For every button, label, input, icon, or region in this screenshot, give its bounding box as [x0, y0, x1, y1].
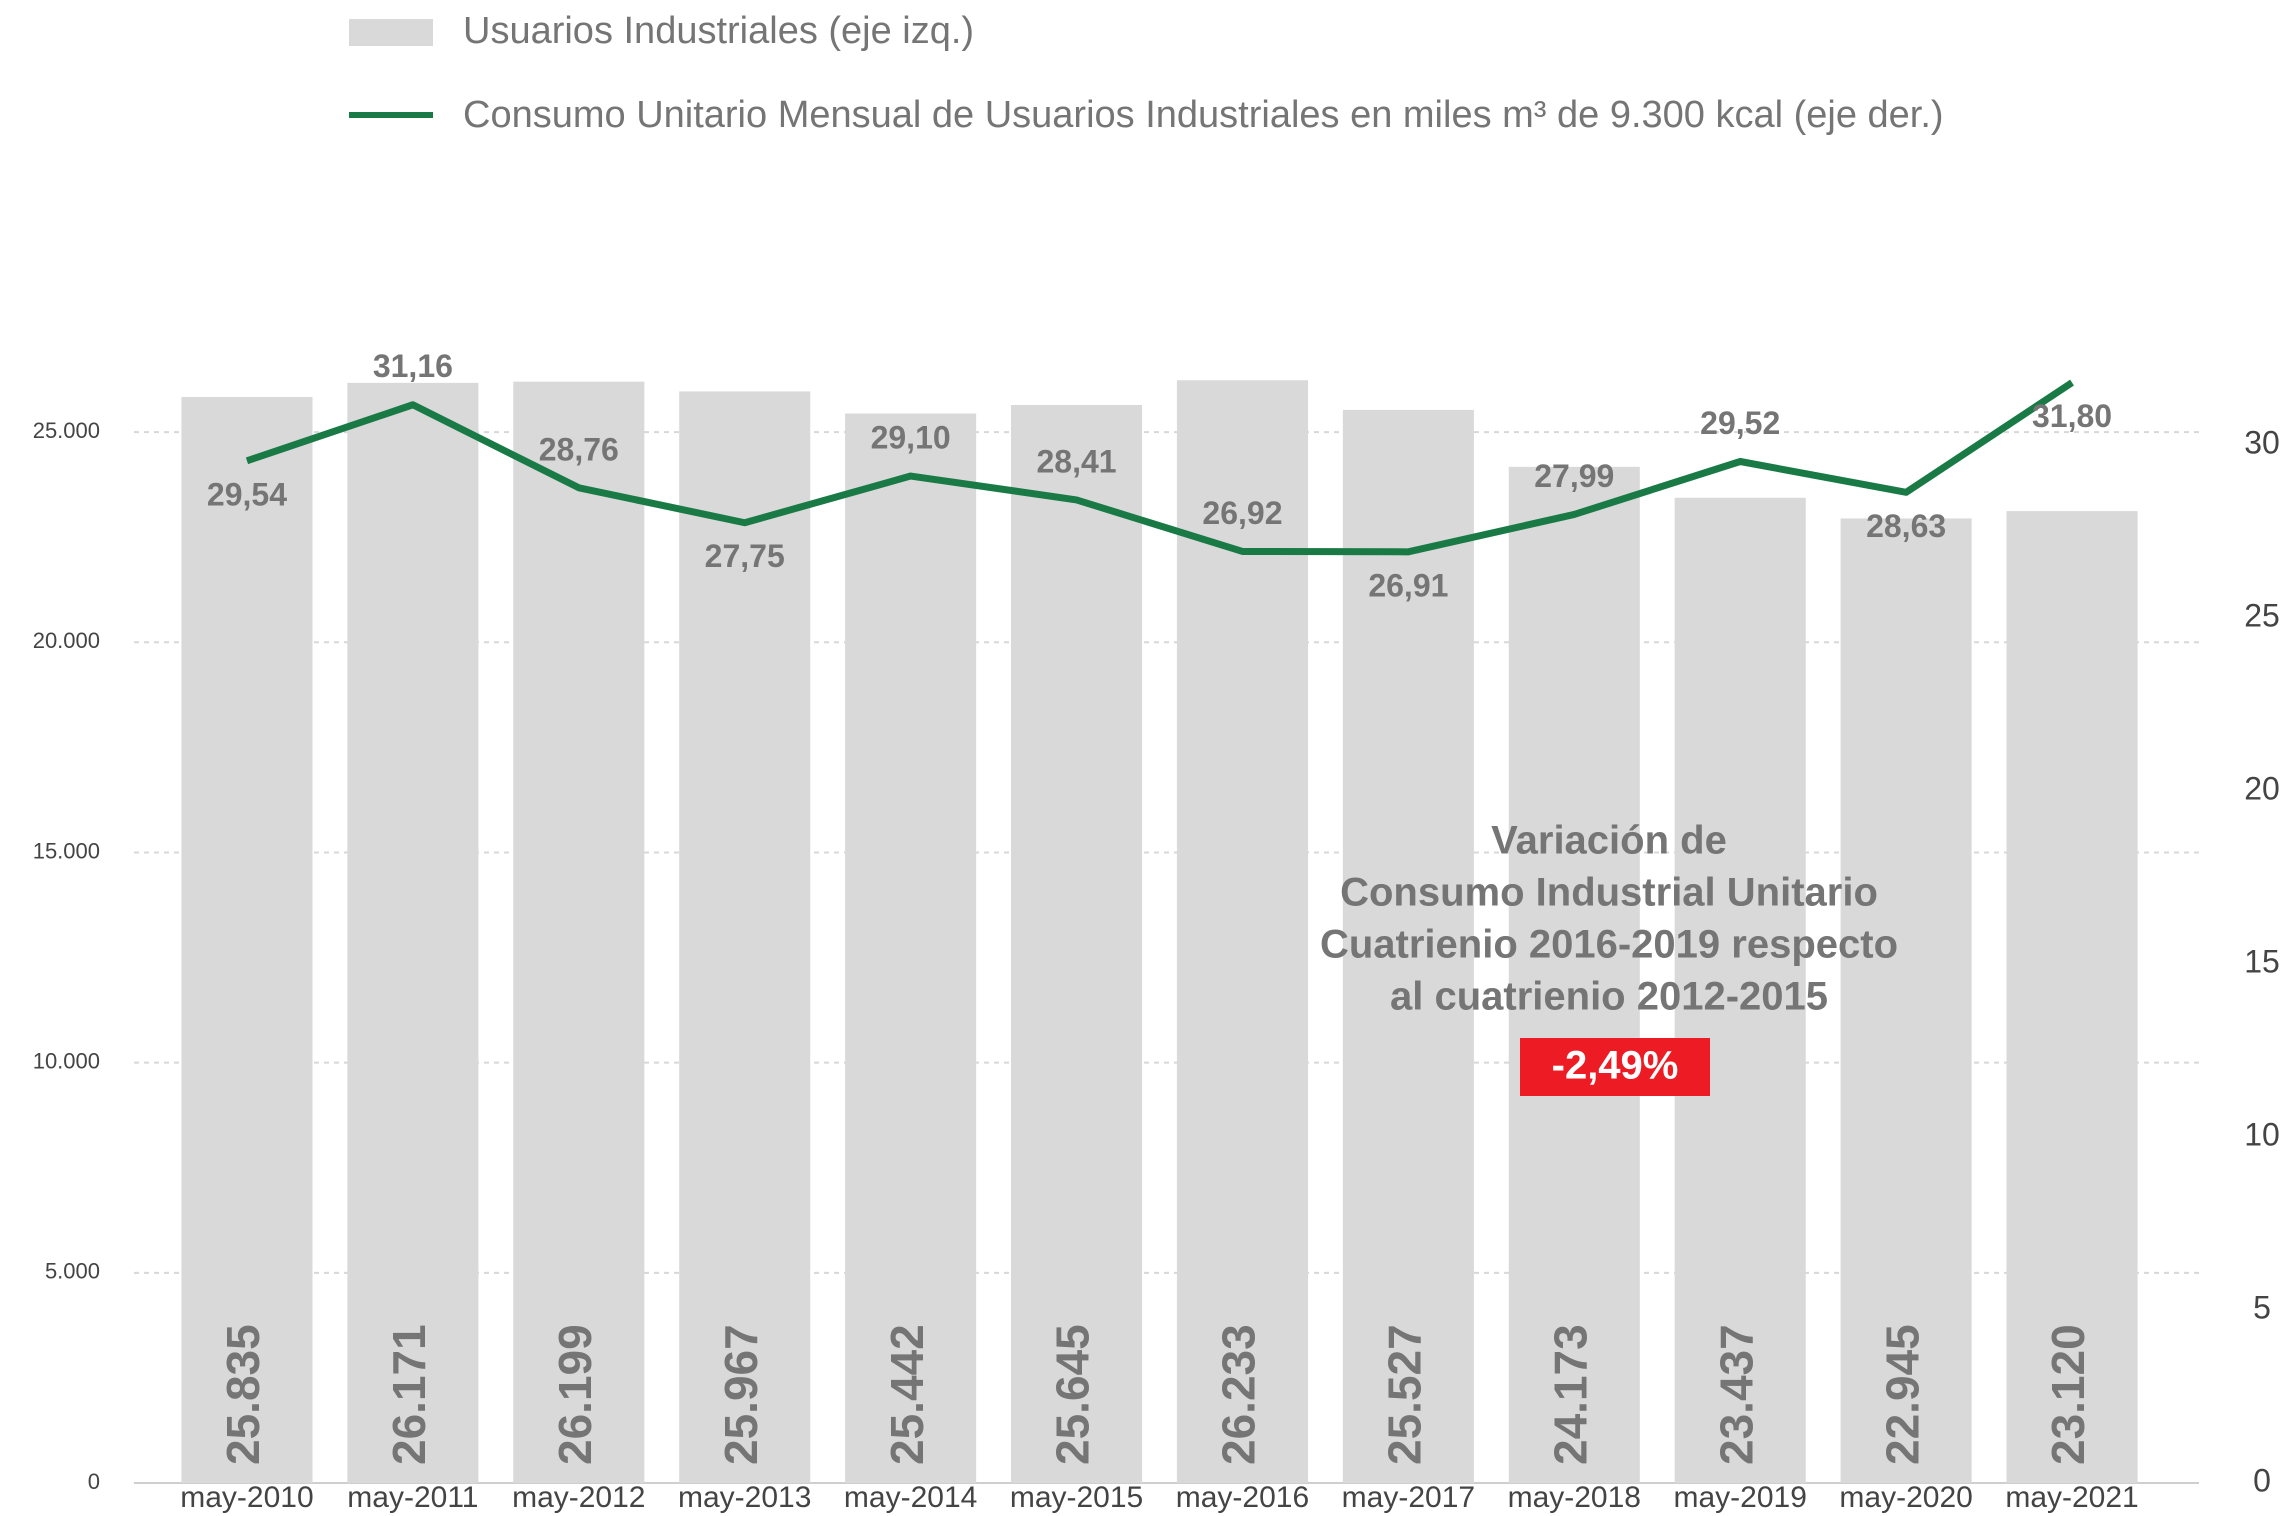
y-tick-label: 20.000: [33, 628, 100, 653]
line-value-label: 28,41: [1037, 443, 1117, 479]
x-tick-label: may-2013: [678, 1481, 811, 1514]
y2-tick-label: 25: [2244, 597, 2280, 633]
bar: [1342, 409, 1474, 1484]
x-tick-label: may-2019: [1674, 1481, 1807, 1514]
bar: [1508, 466, 1640, 1483]
line-value-label: 31,80: [2032, 398, 2112, 434]
y2-tick-label: 10: [2244, 1116, 2280, 1152]
bar-value-label: 26.199: [549, 1324, 601, 1465]
y2-tick-label: 20: [2244, 770, 2280, 806]
y-tick-label: 15.000: [33, 838, 100, 863]
x-tick-label: may-2010: [180, 1481, 313, 1514]
bar: [679, 391, 811, 1483]
bar: [347, 382, 479, 1484]
bar-value-label: 23.437: [1710, 1324, 1762, 1465]
y2-tick-label: 30: [2244, 424, 2280, 460]
x-tick-label: may-2021: [2005, 1481, 2138, 1514]
line-value-label: 26,91: [1368, 567, 1448, 603]
annotation-highlight: -2,49%: [1552, 1044, 1679, 1088]
bar-value-label: 25.835: [217, 1324, 269, 1465]
line-value-label: 29,54: [207, 476, 287, 512]
annotation-text: Cuatrienio 2016-2019 respecto: [1320, 923, 1898, 967]
line-value-label: 31,16: [373, 348, 453, 384]
bar: [845, 413, 977, 1484]
annotation-box: [1520, 1038, 1710, 1096]
y-tick-label: 5.000: [45, 1259, 100, 1284]
bar-value-label: 26.171: [383, 1324, 435, 1465]
bar: [1176, 380, 1308, 1483]
y-tick-label: 25.000: [33, 418, 100, 443]
bar-value-label: 23.120: [2042, 1324, 2094, 1465]
x-tick-label: may-2017: [1342, 1481, 1475, 1514]
legend-swatch: [349, 19, 433, 46]
line-value-label: 26,92: [1202, 495, 1282, 531]
y2-tick-label: 0: [2253, 1462, 2271, 1498]
bar: [1674, 497, 1806, 1483]
line-value-label: 29,10: [871, 419, 951, 455]
line: [245, 379, 2074, 556]
bar: [1840, 518, 1972, 1483]
bar: [181, 396, 313, 1483]
legend-label: Usuarios Industriales (eje izq.): [463, 10, 974, 52]
x-tick-label: may-2012: [512, 1481, 645, 1514]
bar-value-label: 22.945: [1876, 1324, 1928, 1465]
bar-value-label: 25.527: [1379, 1324, 1431, 1465]
bar: [513, 381, 645, 1484]
x-tick-label: may-2015: [1010, 1481, 1143, 1514]
y2-tick-label: 15: [2244, 943, 2280, 979]
line-value-label: 27,75: [705, 538, 785, 574]
bar-value-label: 25.967: [715, 1324, 767, 1465]
bar: [1011, 404, 1143, 1483]
x-tick-label: may-2020: [1839, 1481, 1972, 1514]
y-tick-label: 10.000: [33, 1048, 100, 1073]
x-tick-label: may-2011: [347, 1481, 478, 1514]
line-value-label: 29,52: [1700, 405, 1780, 441]
annotation-text: Variación de: [1491, 819, 1727, 863]
annotation-text: al cuatrienio 2012-2015: [1390, 975, 1828, 1019]
y2-tick-label: 5: [2253, 1289, 2271, 1325]
bar-value-label: 25.442: [881, 1324, 933, 1465]
legend-label: Consumo Unitario Mensual de Usuarios Ind…: [463, 94, 1944, 136]
line-value-label: 28,76: [539, 431, 619, 467]
bar: [2006, 511, 2138, 1483]
annotation-text: Consumo Industrial Unitario: [1340, 871, 1878, 915]
bar-value-label: 24.173: [1544, 1324, 1596, 1465]
line-value-label: 27,99: [1534, 458, 1614, 494]
line-value-label: 28,63: [1866, 508, 1946, 544]
x-tick-label: may-2018: [1508, 1481, 1641, 1514]
x-tick-label: may-2016: [1176, 1481, 1309, 1514]
y-tick-label: 0: [88, 1469, 100, 1494]
bar-value-label: 26.233: [1213, 1324, 1265, 1465]
bar-value-label: 25.645: [1047, 1324, 1099, 1465]
x-tick-label: may-2014: [844, 1481, 977, 1514]
